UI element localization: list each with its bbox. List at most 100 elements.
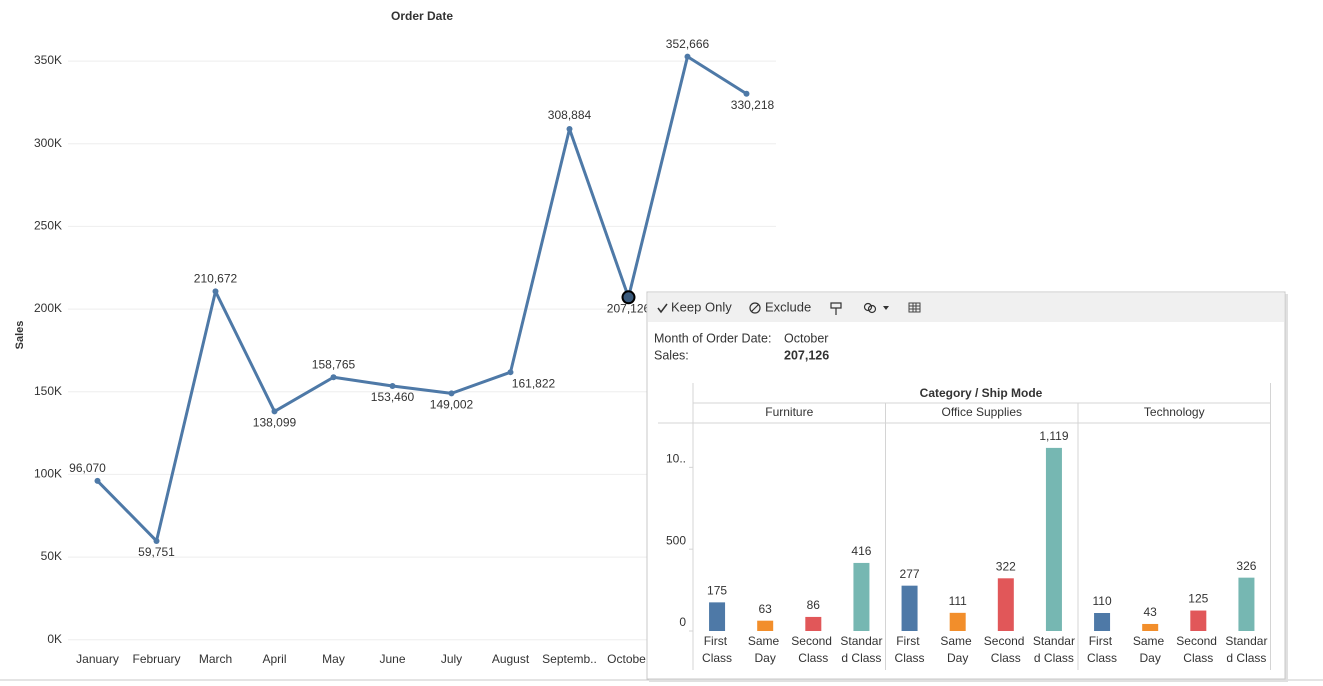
point bbox=[743, 90, 750, 97]
point bbox=[271, 408, 278, 415]
data-label: 125 bbox=[1188, 592, 1208, 606]
point bbox=[507, 369, 514, 376]
point bbox=[153, 537, 160, 544]
selected-point bbox=[621, 290, 636, 305]
chart-title: Order Date bbox=[391, 9, 453, 23]
dropdown-icon[interactable] bbox=[883, 306, 889, 310]
data-label: 416 bbox=[851, 544, 871, 558]
bar bbox=[853, 562, 870, 631]
view-data-icon[interactable] bbox=[908, 302, 921, 313]
point bbox=[684, 53, 691, 60]
group-icon-b[interactable] bbox=[867, 304, 877, 314]
y-tick-label: 50K bbox=[41, 549, 62, 563]
bar bbox=[997, 578, 1014, 631]
group-label: Technology bbox=[1144, 405, 1205, 419]
data-label: 63 bbox=[759, 602, 773, 616]
bar bbox=[757, 620, 774, 631]
data-label: 111 bbox=[949, 594, 968, 608]
format-icon[interactable] bbox=[830, 302, 842, 315]
point bbox=[566, 126, 573, 133]
point bbox=[389, 383, 396, 390]
tooltip-field-value: 207,126 bbox=[784, 348, 829, 362]
data-label: 207,126 bbox=[607, 301, 651, 315]
bar bbox=[949, 612, 966, 631]
y-tick-label: 500 bbox=[666, 533, 686, 547]
x-tick-label: First Class bbox=[1087, 634, 1117, 665]
data-label: 149,002 bbox=[430, 398, 474, 412]
point bbox=[94, 477, 101, 484]
data-label: 330,218 bbox=[731, 98, 775, 112]
data-label: 277 bbox=[900, 567, 920, 581]
data-label: 96,070 bbox=[69, 461, 106, 475]
x-tick-label: October bbox=[607, 652, 650, 666]
y-tick-label: 100K bbox=[34, 467, 62, 481]
chart-title: Category / Ship Mode bbox=[920, 386, 1043, 400]
data-label: 110 bbox=[1092, 594, 1111, 608]
data-label: 43 bbox=[1144, 605, 1158, 619]
bar bbox=[709, 602, 726, 631]
exclude-icon bbox=[749, 302, 761, 314]
x-tick-label: Standar d Class bbox=[840, 634, 882, 665]
data-label: 86 bbox=[807, 598, 821, 612]
x-tick-label: First Class bbox=[895, 634, 925, 665]
exclude-button[interactable]: Exclude bbox=[765, 299, 811, 314]
x-tick-label: Second Class bbox=[791, 634, 835, 665]
group-icon-a[interactable] bbox=[863, 302, 873, 312]
tooltip-box bbox=[646, 291, 1286, 680]
tooltip-toolbar bbox=[648, 293, 1284, 322]
data-label: 175 bbox=[707, 584, 727, 598]
x-tick-label: January bbox=[76, 652, 119, 666]
data-label: 308,884 bbox=[548, 108, 592, 122]
data-label: 161,822 bbox=[512, 376, 556, 390]
y-tick-label: 200K bbox=[34, 301, 62, 315]
x-tick-label: June bbox=[379, 652, 405, 666]
line bbox=[96, 55, 748, 543]
data-label: 138,099 bbox=[253, 416, 297, 430]
y-tick-label: 350K bbox=[34, 53, 62, 67]
data-label: 158,765 bbox=[312, 357, 356, 371]
bar bbox=[1190, 610, 1207, 631]
x-tick-label: Standar d Class bbox=[1033, 634, 1075, 665]
keep-only-button[interactable]: Keep Only bbox=[671, 299, 732, 314]
data-label: 322 bbox=[996, 559, 1016, 573]
y-tick-label: 250K bbox=[34, 219, 62, 233]
x-tick-label: July bbox=[441, 652, 462, 666]
bar bbox=[1045, 447, 1062, 631]
bar bbox=[1142, 623, 1159, 631]
y-axis-label: Sales bbox=[14, 321, 26, 350]
tooltip: Keep Only Exclude Month of Order Date: Octo… bbox=[646, 291, 1288, 682]
bar bbox=[901, 585, 918, 631]
bar bbox=[1238, 577, 1255, 631]
x-tick-label: May bbox=[322, 652, 345, 666]
tooltip-field-label: Sales: bbox=[654, 348, 689, 362]
data-label: 210,672 bbox=[194, 272, 238, 286]
point bbox=[330, 374, 337, 381]
y-tick-label: 0K bbox=[47, 632, 62, 646]
data-label: 326 bbox=[1236, 559, 1256, 573]
bar bbox=[1094, 613, 1111, 631]
x-tick-label: February bbox=[132, 652, 180, 666]
y-tick-label: 0 bbox=[679, 615, 686, 629]
point bbox=[212, 288, 219, 295]
x-tick-label: March bbox=[199, 652, 232, 666]
x-tick-label: August bbox=[492, 652, 530, 666]
tooltip-field-value: October bbox=[784, 331, 828, 345]
y-tick-label: 300K bbox=[34, 136, 62, 150]
data-label: 59,751 bbox=[138, 545, 175, 559]
y-tick-label: 10.. bbox=[666, 452, 686, 466]
data-label: 352,666 bbox=[666, 37, 710, 51]
data-label: 1,119 bbox=[1039, 429, 1068, 443]
x-tick-label: First Class bbox=[702, 634, 732, 665]
x-tick-label: Same Day bbox=[940, 634, 975, 665]
check-icon bbox=[657, 303, 668, 314]
x-tick-label: Same Day bbox=[1133, 634, 1168, 665]
x-tick-label: Second Class bbox=[984, 634, 1028, 665]
tooltip-field-label: Month of Order Date: bbox=[654, 331, 771, 345]
group-label: Office Supplies bbox=[942, 405, 1023, 419]
x-tick-label: April bbox=[262, 652, 286, 666]
x-tick-label: Second Class bbox=[1176, 634, 1220, 665]
data-label: 153,460 bbox=[371, 390, 415, 404]
y-tick-label: 150K bbox=[34, 384, 62, 398]
x-tick-label: Same Day bbox=[748, 634, 783, 665]
